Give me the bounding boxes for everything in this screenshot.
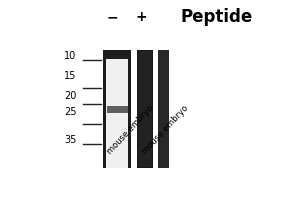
Bar	[128, 50, 130, 168]
Text: mouse embryo: mouse embryo	[140, 104, 190, 156]
Bar	[103, 50, 106, 168]
Text: 15: 15	[64, 71, 76, 81]
Text: 10: 10	[64, 51, 76, 61]
Bar	[106, 106, 128, 112]
Text: −: −	[107, 10, 118, 24]
Text: Peptide: Peptide	[180, 8, 252, 26]
Bar	[136, 50, 153, 168]
Text: 35: 35	[64, 135, 76, 145]
Bar	[103, 50, 130, 59]
Text: +: +	[136, 10, 147, 24]
Bar	[138, 51, 152, 167]
Bar	[158, 50, 169, 168]
Bar	[103, 50, 130, 168]
Text: 25: 25	[64, 107, 76, 117]
Text: mouse embryo: mouse embryo	[106, 104, 156, 156]
Text: 20: 20	[64, 91, 76, 101]
